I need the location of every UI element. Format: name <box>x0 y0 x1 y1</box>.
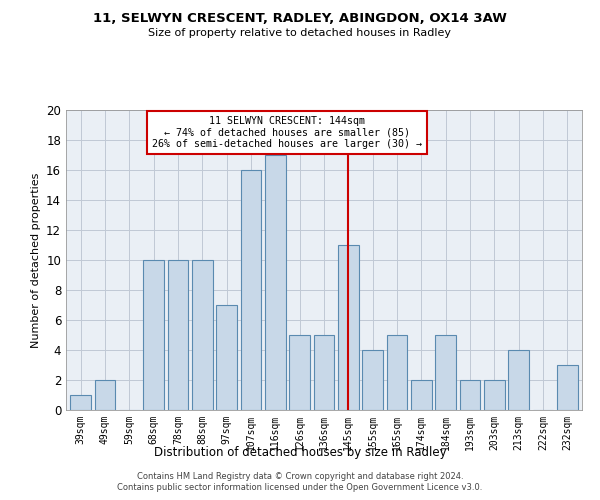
Bar <box>241 170 262 410</box>
Bar <box>216 305 237 410</box>
Text: 11, SELWYN CRESCENT, RADLEY, ABINGDON, OX14 3AW: 11, SELWYN CRESCENT, RADLEY, ABINGDON, O… <box>93 12 507 26</box>
Y-axis label: Number of detached properties: Number of detached properties <box>31 172 41 348</box>
Text: Distribution of detached houses by size in Radley: Distribution of detached houses by size … <box>154 446 446 459</box>
Bar <box>411 380 432 410</box>
Text: 11 SELWYN CRESCENT: 144sqm
← 74% of detached houses are smaller (85)
26% of semi: 11 SELWYN CRESCENT: 144sqm ← 74% of deta… <box>152 116 422 149</box>
Bar <box>143 260 164 410</box>
Text: Size of property relative to detached houses in Radley: Size of property relative to detached ho… <box>149 28 452 38</box>
Bar <box>436 335 456 410</box>
Bar <box>338 245 359 410</box>
Bar <box>265 155 286 410</box>
Bar <box>362 350 383 410</box>
Bar <box>460 380 481 410</box>
Bar <box>289 335 310 410</box>
Bar <box>167 260 188 410</box>
Text: Contains HM Land Registry data © Crown copyright and database right 2024.: Contains HM Land Registry data © Crown c… <box>137 472 463 481</box>
Bar <box>192 260 212 410</box>
Bar <box>557 365 578 410</box>
Bar <box>508 350 529 410</box>
Bar <box>95 380 115 410</box>
Bar <box>484 380 505 410</box>
Text: Contains public sector information licensed under the Open Government Licence v3: Contains public sector information licen… <box>118 484 482 492</box>
Bar <box>314 335 334 410</box>
Bar <box>70 395 91 410</box>
Bar <box>386 335 407 410</box>
